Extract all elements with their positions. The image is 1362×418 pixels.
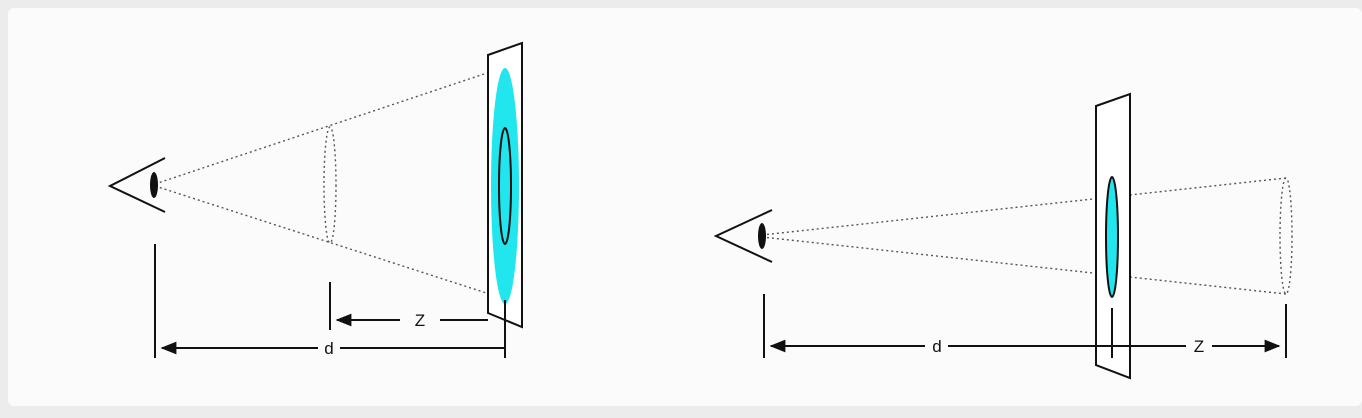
left-image-outline: [498, 127, 512, 245]
right-virtual-object: [1279, 177, 1293, 295]
left-z-label: Z: [415, 311, 425, 330]
right-eye-icon: [713, 209, 773, 263]
right-z-label: Z: [1194, 337, 1204, 356]
left-sight-line-bottom: [154, 185, 509, 301]
left-projected-image: [491, 68, 519, 304]
right-sight-line-bottom: [761, 236, 1287, 295]
right-d-label: d: [932, 337, 941, 356]
right-image-outline: [1105, 176, 1119, 298]
diagram-panel: [8, 8, 1362, 406]
left-eye-icon: [107, 157, 166, 213]
left-d-label: d: [324, 339, 333, 358]
right-projected-image: [1106, 177, 1118, 297]
left-sight-line-top: [154, 65, 509, 185]
left-diagram: Z d: [107, 41, 523, 358]
right-diagram: d Z: [713, 92, 1293, 380]
left-virtual-object: [323, 126, 337, 244]
right-sight-line-top: [761, 177, 1287, 236]
